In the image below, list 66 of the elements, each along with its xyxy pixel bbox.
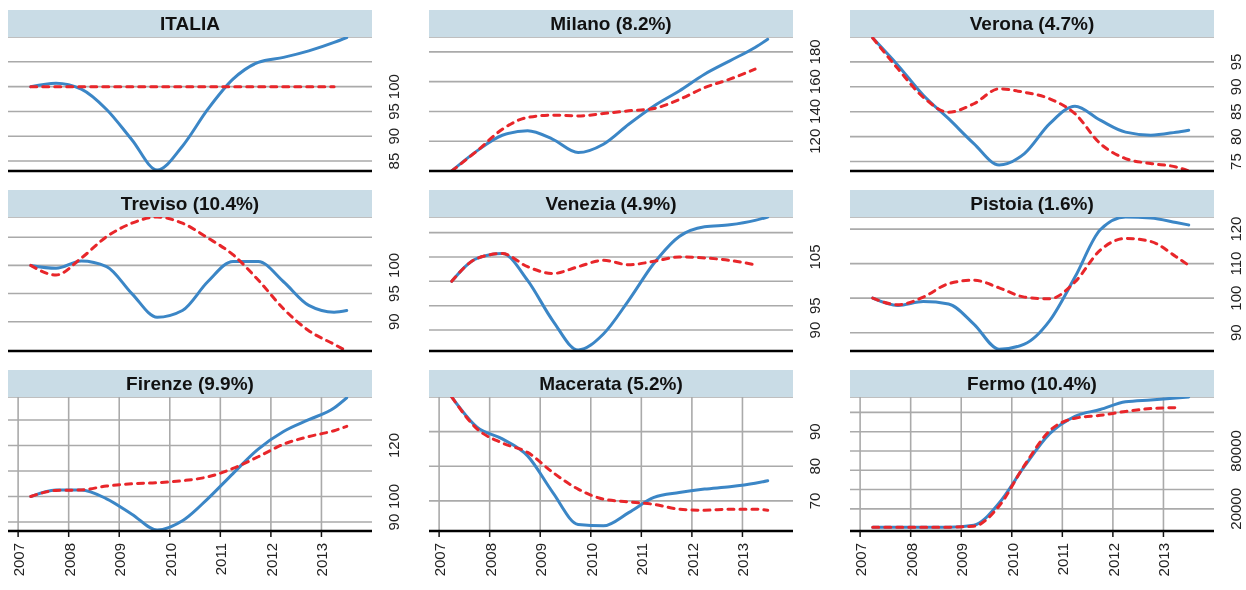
x-tick-label: 2011 [1054,543,1072,576]
x-tick-label: 2012 [262,543,280,577]
x-tick-label: 2013 [1155,543,1173,577]
y-tick-label: 105 [806,244,823,270]
x-tick-label: 2010 [582,543,600,577]
chart-title: Fermo (10.4%) [850,370,1214,397]
x-tick-label: 2009 [532,543,550,577]
chart-title: Pistoia (1.6%) [850,190,1214,217]
y-tick-label: 90 [385,513,402,531]
y-tick-label: 90 [806,321,823,339]
y-tick-label: 95 [385,285,402,302]
chart-title: Macerata (5.2%) [429,370,793,397]
x-tick-label: 2010 [161,543,179,577]
y-tick-label: 100 [1227,285,1244,311]
chart-title: ITALIA [8,10,372,37]
chart-title: Milano (8.2%) [429,10,793,37]
x-tick-label: 2007 [852,543,870,577]
chart-title: Firenze (9.9%) [8,370,372,397]
y-tick-label: 70 [806,492,823,510]
x-tick-label: 2008 [902,543,920,577]
x-tick-label: 2012 [1104,543,1122,577]
y-tick-label: 95 [806,297,823,315]
y-tick-label: 90 [1227,324,1244,342]
y-tick-label: 80 [806,457,823,475]
y-tick-label: 90 [1227,78,1244,96]
chart-title: Treviso (10.4%) [8,190,372,217]
line-series [871,236,1191,307]
y-tick-label: 100 [385,74,402,100]
y-tick-label: 75 [1227,153,1244,170]
x-tick-label: 2013 [313,543,331,577]
x-tick-label: 2012 [683,543,701,577]
x-tick-label: 2008 [481,543,499,577]
chart-title: Venezia (4.9%) [429,190,793,217]
y-tick-label: 180 [806,39,823,65]
x-tick-label: 2008 [60,543,78,577]
x-tick-label: 2009 [111,543,129,577]
x-tick-label: 2013 [734,543,752,577]
x-tick-label: 2009 [953,543,971,577]
line-series [29,259,349,319]
x-tick-label: 2007 [431,543,449,577]
line-series [450,252,757,283]
chart-title: Verona (4.7%) [850,10,1214,37]
y-tick-label: 90 [385,313,402,331]
y-tick-label: 120 [1227,216,1244,242]
y-tick-label: 95 [385,103,402,120]
y-tick-label: 100 [385,252,402,278]
y-tick-label: 80000 [1227,430,1244,472]
y-tick-label: 85 [385,152,402,170]
y-tick-label: 140 [806,98,823,124]
y-tick-label: 90 [385,127,402,145]
line-series [450,67,757,171]
x-tick-label: 2007 [10,543,28,577]
y-tick-label: 95 [1227,53,1244,71]
y-tick-label: 160 [806,69,823,95]
y-tick-label: 85 [1227,103,1244,121]
line-series [29,424,349,499]
x-tick-label: 2011 [212,543,230,576]
y-tick-label: 90 [806,423,823,440]
y-tick-label: 110 [1227,251,1244,276]
y-tick-label: 100 [385,484,402,510]
x-tick-label: 2010 [1003,543,1021,577]
y-tick-label: 20000 [1227,487,1244,530]
x-tick-label: 2011 [633,543,651,576]
y-tick-label: 80 [1227,128,1244,145]
y-tick-label: 120 [385,432,402,459]
y-tick-label: 120 [806,128,823,154]
